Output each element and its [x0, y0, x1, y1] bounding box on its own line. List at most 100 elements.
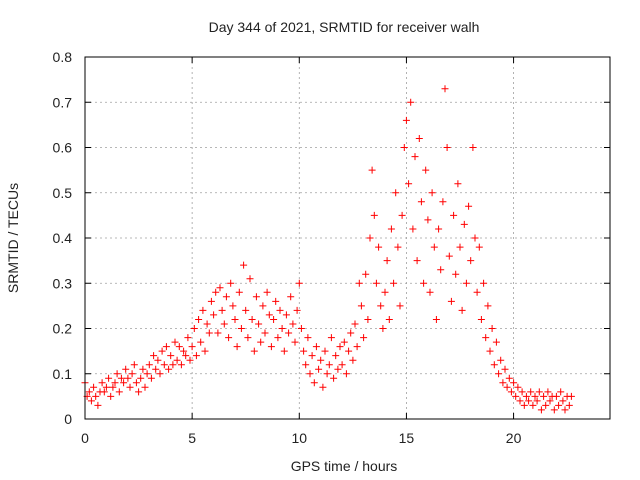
data-point [390, 279, 398, 287]
data-point [559, 397, 567, 405]
data-point [400, 144, 408, 151]
data-point [310, 379, 318, 387]
data-point [336, 343, 344, 351]
data-point [167, 352, 175, 360]
chart-title: Day 344 of 2021, SRMTID for receiver wal… [209, 19, 480, 35]
y-tick-label: 0.1 [53, 366, 73, 382]
data-point [531, 392, 539, 400]
data-point [499, 379, 507, 387]
y-tick-label: 0.3 [53, 275, 73, 291]
data-point [330, 374, 338, 382]
data-point [385, 316, 393, 323]
data-point [544, 388, 552, 396]
data-point [460, 220, 468, 228]
data-point [128, 370, 136, 378]
data-point [415, 135, 423, 142]
x-tick-label: 5 [188, 430, 196, 446]
data-point [147, 374, 155, 382]
data-point [248, 316, 256, 323]
data-point [347, 329, 355, 337]
data-point [430, 243, 438, 251]
data-point [454, 180, 462, 188]
data-point [402, 116, 410, 124]
data-point [375, 243, 383, 251]
data-point [520, 401, 528, 409]
data-point [443, 144, 451, 151]
data-point [507, 388, 515, 396]
data-point [289, 320, 297, 328]
data-point [139, 365, 147, 373]
data-point [293, 306, 301, 314]
data-point [370, 211, 378, 219]
data-point [177, 361, 185, 369]
data-point [302, 361, 310, 369]
data-point [529, 401, 537, 409]
data-point [387, 225, 395, 233]
data-point [452, 270, 460, 278]
data-point [227, 279, 235, 287]
y-axis-label: SRMTID / TECUs [5, 183, 21, 293]
data-point [542, 401, 550, 409]
data-point [192, 352, 200, 360]
data-point [229, 302, 237, 310]
data-point [396, 302, 404, 310]
data-point [94, 401, 102, 409]
data-point [411, 153, 419, 161]
data-point [435, 225, 443, 233]
data-point [190, 325, 198, 332]
data-point [100, 388, 108, 396]
data-point [525, 397, 533, 405]
data-point [180, 347, 188, 355]
data-point [317, 356, 325, 364]
y-tick-label: 0 [64, 411, 72, 427]
x-tick-label: 20 [506, 430, 522, 446]
data-point [381, 288, 389, 296]
data-point [242, 306, 250, 314]
data-point [501, 365, 509, 373]
data-point [263, 288, 271, 296]
data-point [372, 279, 380, 287]
data-point [366, 234, 374, 242]
data-point [486, 347, 494, 355]
data-point [252, 293, 260, 301]
data-point [323, 370, 331, 378]
data-point [145, 361, 153, 369]
data-point [445, 252, 453, 260]
data-point [340, 338, 348, 346]
data-point [505, 374, 513, 382]
data-point [137, 374, 145, 382]
data-point [327, 334, 335, 342]
y-tick-label: 0.2 [53, 321, 73, 337]
data-point [169, 361, 177, 369]
x-tick-label: 10 [291, 430, 307, 446]
data-point [503, 383, 511, 391]
data-point [126, 383, 134, 391]
data-point [255, 320, 263, 328]
data-point [98, 379, 106, 387]
data-point [428, 189, 436, 197]
data-point [90, 383, 98, 391]
data-point [267, 343, 275, 351]
axis-ticks: 0 0.1 0.2 0.3 0.4 0.5 0.6 0.7 0.8 0 5 10 15 20 [53, 49, 610, 446]
data-point [555, 401, 563, 409]
data-point [315, 365, 323, 373]
data-point [413, 257, 421, 265]
data-point [280, 347, 288, 355]
data-point [203, 320, 211, 328]
data-point [484, 302, 492, 310]
data-point [527, 388, 535, 396]
data-point [409, 225, 417, 233]
data-point [516, 397, 524, 405]
data-point [420, 279, 428, 287]
data-point [291, 338, 299, 346]
data-point [210, 311, 218, 319]
data-point [304, 334, 312, 342]
data-point [450, 211, 458, 219]
data-point [162, 343, 170, 351]
data-point [550, 406, 558, 414]
data-point [130, 361, 138, 369]
data-point [274, 334, 282, 342]
data-point [216, 284, 224, 292]
data-point [141, 383, 149, 391]
data-point [355, 279, 363, 287]
